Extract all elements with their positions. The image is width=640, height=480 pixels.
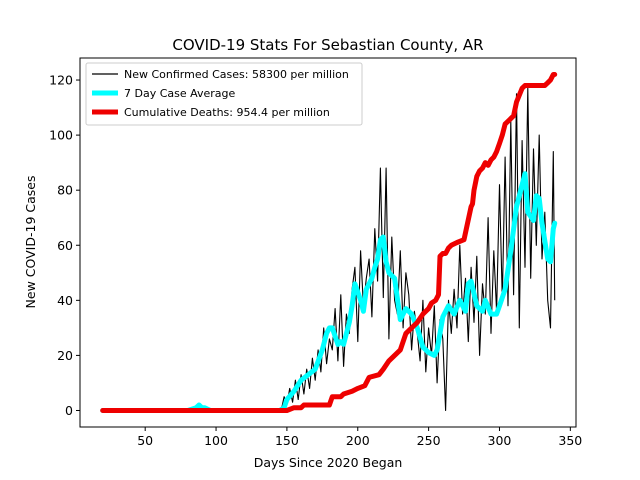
legend-label-cases: New Confirmed Cases: 58300 per million <box>124 68 349 81</box>
y-tick-label: 100 <box>49 128 73 143</box>
y-tick-label: 120 <box>49 73 73 88</box>
legend: New Confirmed Cases: 58300 per million 7… <box>85 62 363 126</box>
x-axis-title: Days Since 2020 Began <box>254 455 403 470</box>
x-tick-label: 350 <box>558 433 582 448</box>
plot-area <box>100 72 558 413</box>
x-tick-label: 150 <box>275 433 299 448</box>
series-line-cumulative-deaths <box>100 72 558 413</box>
x-tick-label: 50 <box>137 433 153 448</box>
y-axis-title: New COVID-19 Cases <box>23 176 38 309</box>
x-tick-label: 300 <box>488 433 512 448</box>
y-tick-label: 40 <box>57 293 73 308</box>
axis-ticks: 50 100 150 200 250 300 350 0 20 40 60 80 100 120 <box>49 73 582 448</box>
y-tick-label: 20 <box>57 348 73 363</box>
legend-box <box>85 62 363 126</box>
y-tick-label: 60 <box>57 238 73 253</box>
y-tick-label: 0 <box>65 403 73 418</box>
chart-title: COVID-19 Stats For Sebastian County, AR <box>172 36 483 54</box>
x-tick-label: 250 <box>417 433 441 448</box>
legend-label-deaths: Cumulative Deaths: 954.4 per million <box>124 106 330 119</box>
x-tick-label: 200 <box>346 433 370 448</box>
plot-frame <box>79 57 577 428</box>
legend-label-average: 7 Day Case Average <box>124 87 236 100</box>
x-tick-label: 100 <box>204 433 228 448</box>
y-tick-label: 80 <box>57 183 73 198</box>
